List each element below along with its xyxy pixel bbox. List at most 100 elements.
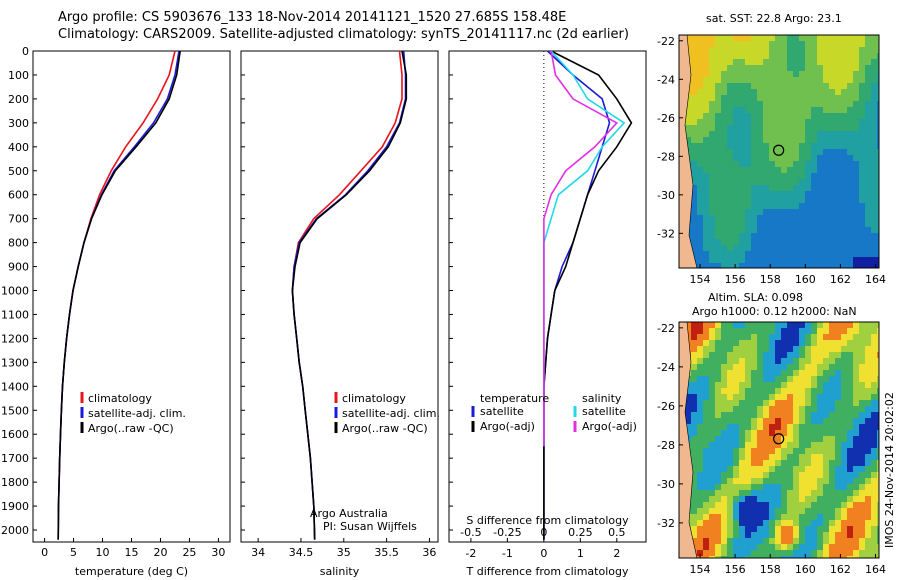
sst-map-field <box>679 35 879 268</box>
map-cell <box>799 358 805 364</box>
map-cell <box>691 233 697 239</box>
map-cell <box>691 412 697 418</box>
map-cell <box>877 101 879 107</box>
legend-label: Argo(-adj) <box>480 420 535 433</box>
map-cell <box>823 119 829 125</box>
map-cell <box>853 137 859 143</box>
map-cell <box>835 538 841 544</box>
map-cell <box>775 65 781 71</box>
map-cell <box>781 149 787 155</box>
map-cell <box>739 215 745 221</box>
map-cell <box>811 245 817 251</box>
map-cell <box>823 209 829 215</box>
map-cell <box>763 544 769 550</box>
map-cell <box>769 436 775 442</box>
map-cell <box>811 83 817 89</box>
map-cell <box>847 340 853 346</box>
map-cell <box>721 418 727 424</box>
map-cell <box>751 47 757 53</box>
map-cell <box>721 364 727 370</box>
map-cell <box>721 412 727 418</box>
map-cell <box>787 448 793 454</box>
map-cell <box>691 400 697 406</box>
map-cell <box>691 406 697 412</box>
map-cell <box>823 442 829 448</box>
map-cell <box>823 71 829 77</box>
map-cell <box>817 388 823 394</box>
map-cell <box>799 47 805 53</box>
map-cell <box>727 442 733 448</box>
map-cell <box>859 35 865 41</box>
map-cell <box>757 496 763 502</box>
map-cell <box>733 167 739 173</box>
map-cell <box>871 400 877 406</box>
map-cell <box>703 149 709 155</box>
legend-label: satellite <box>480 405 524 418</box>
map-cell <box>871 322 877 328</box>
map-cell <box>841 478 847 484</box>
map-cell <box>781 215 787 221</box>
map-cell <box>853 538 859 544</box>
map-cell <box>847 472 853 478</box>
map-cell <box>757 466 763 472</box>
map-cell <box>709 113 715 119</box>
map-cell <box>709 502 715 508</box>
map-cell <box>721 478 727 484</box>
map-cell <box>829 35 835 41</box>
map-cell <box>751 418 757 424</box>
legend-title-salinity: salinity <box>582 392 622 405</box>
map-cell <box>769 478 775 484</box>
map-cell <box>841 406 847 412</box>
map-cell <box>799 382 805 388</box>
map-cell <box>829 418 835 424</box>
map-cell <box>697 125 703 131</box>
map-cell <box>805 436 811 442</box>
map-cell <box>859 400 865 406</box>
map-cell <box>871 526 877 532</box>
figure-title-line1: Argo profile: CS 5903676_133 18-Nov-2014… <box>58 10 567 25</box>
map-cell <box>781 496 787 502</box>
map-cell <box>817 209 823 215</box>
map-cell <box>721 556 727 558</box>
map-cell <box>877 376 879 382</box>
map-cell <box>703 454 709 460</box>
map-cell <box>739 197 745 203</box>
map-cell <box>775 346 781 352</box>
map-cell <box>781 388 787 394</box>
map-cell <box>757 454 763 460</box>
map-cell <box>697 460 703 466</box>
map-cell <box>781 328 787 334</box>
map-cell <box>733 496 739 502</box>
map-cell <box>739 107 745 113</box>
map-cell <box>709 544 715 550</box>
map-cell <box>877 257 879 263</box>
map-cell <box>721 454 727 460</box>
map-cell <box>769 514 775 520</box>
map-cell <box>865 107 871 113</box>
map-cell <box>757 400 763 406</box>
map-cell <box>781 245 787 251</box>
map-cell <box>847 556 853 558</box>
map-cell <box>763 47 769 53</box>
map-cell <box>709 137 715 143</box>
map-cell <box>727 484 733 490</box>
map-cell <box>817 430 823 436</box>
map-cell <box>787 251 793 257</box>
map-cell <box>781 466 787 472</box>
timestamp-stamp: IMOS 24-Nov-2014 20:02:02 <box>883 392 896 548</box>
map-cell <box>823 173 829 179</box>
map-cell <box>763 179 769 185</box>
map-cell <box>763 197 769 203</box>
map-cell <box>865 257 871 263</box>
map-cell <box>727 221 733 227</box>
map-cell <box>757 370 763 376</box>
map-cell <box>739 406 745 412</box>
map-cell <box>757 257 763 263</box>
map-cell <box>745 101 751 107</box>
map-cell <box>775 376 781 382</box>
map-cell <box>727 376 733 382</box>
map-cell <box>697 149 703 155</box>
map-cell <box>739 340 745 346</box>
map-cell <box>823 107 829 113</box>
map-cell <box>811 454 817 460</box>
